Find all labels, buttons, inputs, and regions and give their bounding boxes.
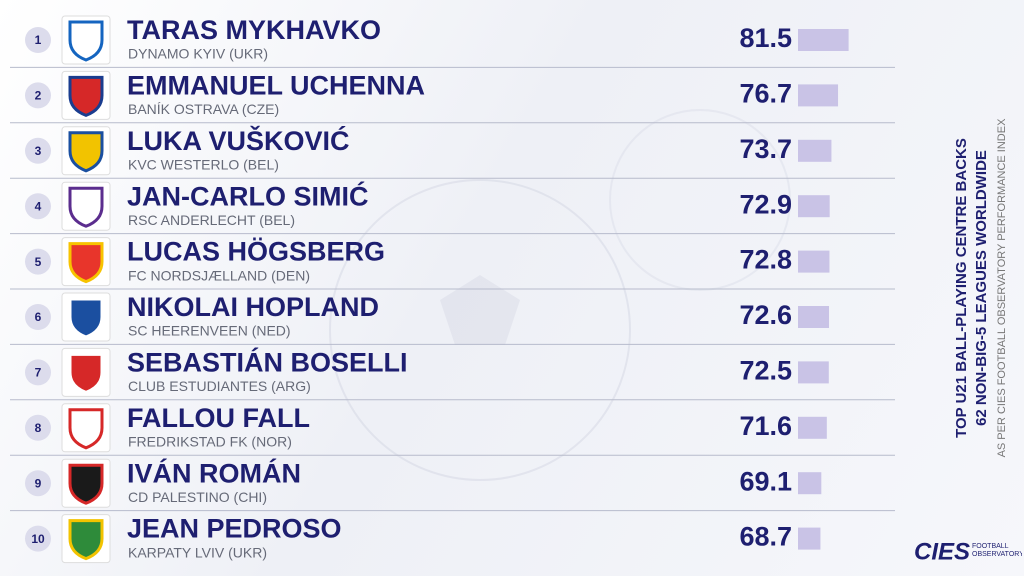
rank: 5 [35,255,42,269]
rank-badge [25,414,51,441]
player-name: JEAN PEDROSO [127,514,342,544]
club-name: DYNAMO KYIV (UKR) [128,46,268,62]
score: 81.5 [739,23,792,53]
score: 69.1 [739,466,792,496]
rank: 4 [35,199,42,213]
rank-badge [25,27,51,53]
score: 73.7 [739,134,792,164]
score: 72.6 [739,300,792,330]
club-logo [68,297,104,339]
rank-badge [25,359,51,386]
score: 71.6 [739,411,792,441]
score-bar [798,527,821,550]
rank-badge [25,304,51,330]
side-titles: TOP U21 BALL-PLAYING CENTRE BACKS 62 NON… [953,118,1008,458]
club-name: KARPATY LVIV (UKR) [128,544,267,560]
club-name: FC NORDSJÆLLAND (DEN) [128,267,310,283]
club-name: SC HEERENVEEN (NED) [128,323,291,339]
brand-logo: CIES [914,538,970,565]
rank: 3 [35,144,42,158]
player-name: IVÁN ROMÁN [127,457,301,488]
club-name: FREDRIKSTAD FK (NOR) [128,434,292,450]
rank-badge [25,137,51,164]
background-decoration [329,109,791,481]
rank: 1 [35,33,42,47]
score-bar [798,306,830,328]
club-logo [68,408,104,450]
score-bar [798,416,827,439]
club-name: KVC WESTERLO (BEL) [128,157,279,173]
brand-sub: FOOTBALL OBSERVATORY [972,543,1022,558]
club-logo [68,352,104,395]
score: 72.5 [739,356,792,386]
title: TOP U21 BALL-PLAYING CENTRE BACKS [953,138,970,438]
club-name: RSC ANDERLECHT (BEL) [128,212,295,228]
score: 72.8 [739,245,792,275]
score: 68.7 [739,522,792,552]
brand-sub-box: FOOTBALL OBSERVATORY [972,543,1022,558]
club-logo [68,131,104,173]
player-name: NIKOLAI HOPLAND [127,292,379,322]
player-name: LUCAS HÖGSBERG [127,237,385,267]
rank-badge [25,193,51,220]
rank-badge [25,525,51,552]
score-bar [798,472,822,495]
club-logo [68,75,104,118]
rank: 6 [35,310,42,324]
player-name: EMMANUEL UCHENNA [127,71,425,101]
score-bar [798,84,839,107]
score: 76.7 [739,79,792,109]
rank-badge [25,248,51,275]
player-name: LUKA VUŠKOVIĆ [127,125,350,156]
rank: 10 [31,532,45,546]
player-name: JAN-CARLO SIMIĆ [127,180,369,211]
club-name: CD PALESTINO (CHI) [128,489,267,505]
score-bar [798,361,829,384]
score-bar [798,139,832,162]
score-bar [798,29,849,51]
rank: 9 [35,476,42,490]
club-logo [68,20,104,62]
club-logo [68,242,104,284]
rank: 2 [35,89,42,103]
club-logo [68,186,104,228]
club-logo [68,519,104,561]
score-bar [798,250,830,273]
score: 72.9 [739,189,792,219]
player-name: SEBASTIÁN BOSELLI [127,347,408,378]
score-bar [798,195,830,218]
rank-badge [25,470,51,497]
rank-badge [25,82,51,109]
rank: 8 [35,421,42,435]
club-name: CLUB ESTUDIANTES (ARG) [128,378,311,394]
player-name: TARAS MYKHAVKO [127,15,381,45]
rank: 7 [35,366,42,380]
club-name: BANÍK OSTRAVA (CZE) [128,101,279,117]
club-logo [68,463,104,505]
player-name: FALLOU FALL [127,403,310,433]
note: AS PER CIES FOOTBALL OBSERVATORY PERFORM… [996,118,1008,458]
subtitle: 62 NON-BIG-5 LEAGUES WORLDWIDE [973,150,990,426]
